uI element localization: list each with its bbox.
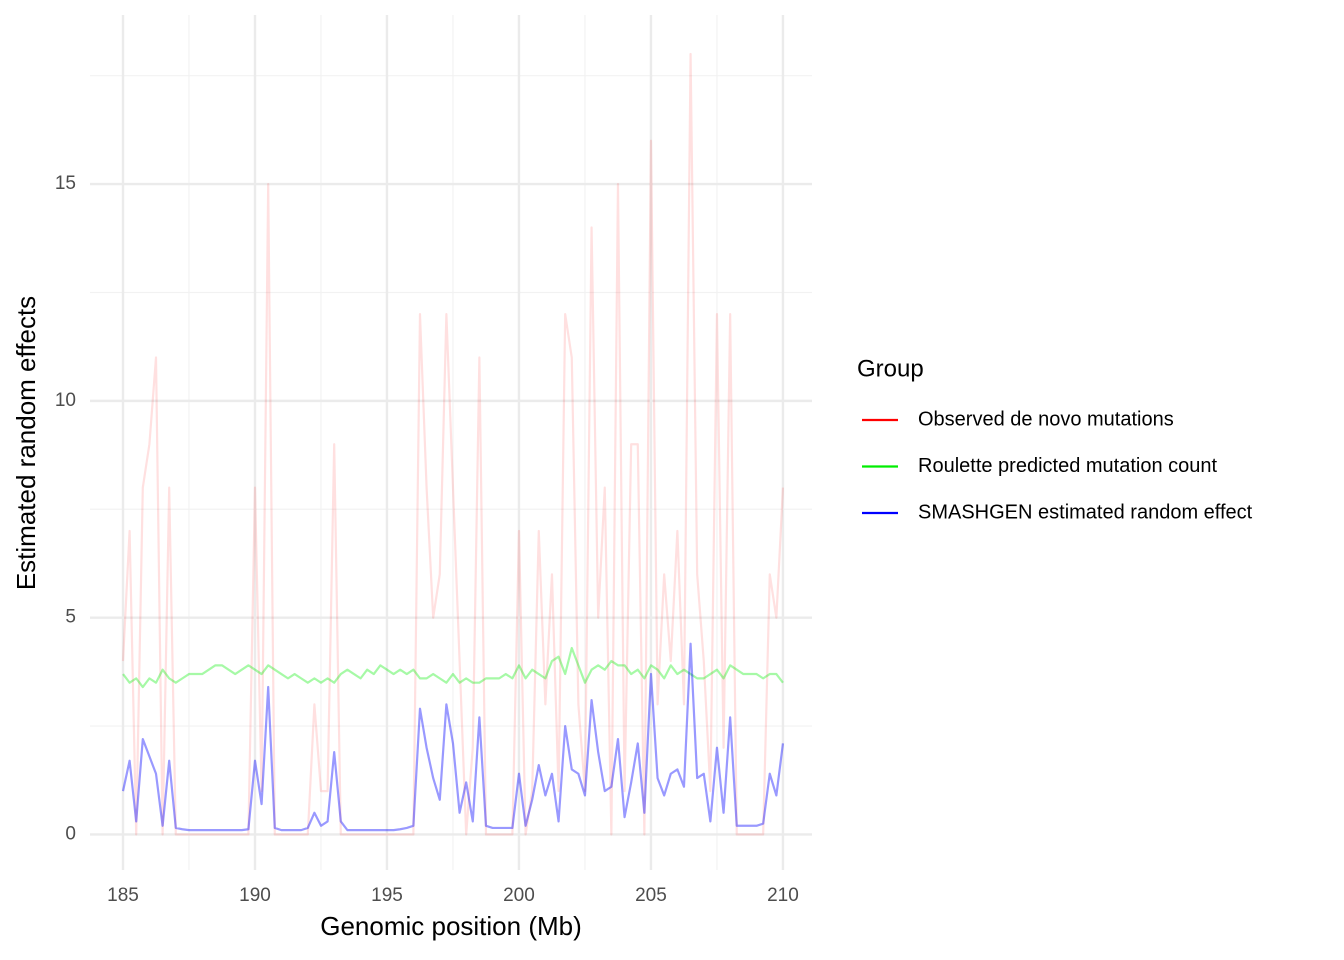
- series-line: [122, 646, 784, 689]
- x-tick-label: 190: [239, 885, 271, 906]
- x-axis-title: Genomic position (Mb): [320, 911, 582, 941]
- series-line: [121, 642, 785, 832]
- y-tick-label: 10: [55, 390, 76, 411]
- legend-title: Group: [857, 355, 924, 382]
- series-line: [121, 52, 785, 836]
- x-tick-label: 185: [107, 885, 139, 906]
- legend-label: SMASHGEN estimated random effect: [918, 501, 1253, 523]
- y-tick-label: 5: [65, 607, 76, 628]
- x-tick-label: 195: [371, 885, 403, 906]
- x-tick-label: 200: [503, 885, 535, 906]
- lines: [121, 52, 785, 836]
- y-axis-title: Estimated random effects: [11, 296, 41, 590]
- y-tick-label: 0: [65, 823, 76, 844]
- grid: 185 190 195 200 205 210 0 5 10 15: [55, 15, 812, 906]
- y-tick-label: 15: [55, 173, 76, 194]
- legend-label: Observed de novo mutations: [918, 408, 1174, 430]
- legend-label: Roulette predicted mutation count: [918, 455, 1218, 477]
- x-tick-label: 205: [635, 885, 667, 906]
- x-tick-label: 210: [767, 885, 799, 906]
- legend: Observed de novo mutations Roulette predi…: [862, 408, 1253, 523]
